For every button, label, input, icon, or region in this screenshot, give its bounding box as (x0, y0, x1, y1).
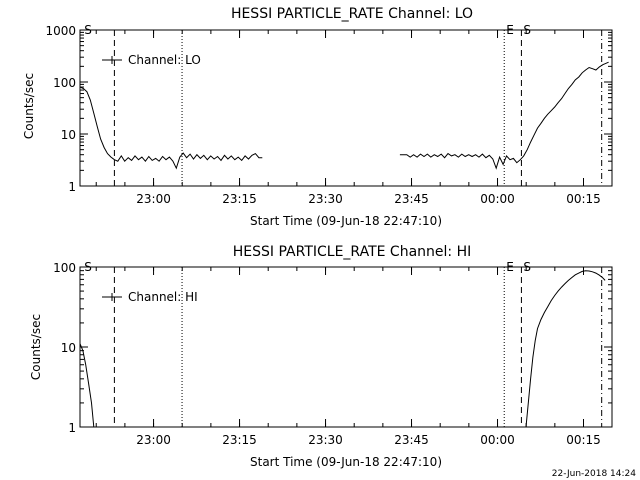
y-axis-label: Counts/sec (22, 73, 36, 139)
event-marker-label: S (523, 260, 531, 274)
legend-label: Channel: HI (128, 290, 198, 304)
x-tick-label: 23:00 (136, 433, 171, 447)
x-tick-label: 23:15 (222, 433, 257, 447)
x-tick-label: 23:15 (222, 192, 257, 206)
series-line (525, 270, 606, 428)
y-axis-label: Counts/sec (29, 314, 43, 380)
y-tick-label: 100 (53, 261, 76, 275)
event-marker-label: S (84, 260, 92, 274)
y-tick-label: 1 (68, 421, 76, 435)
x-tick-label: 23:30 (308, 192, 343, 206)
series-line (79, 86, 263, 170)
hi-channel-panel: HESSI PARTICLE_RATE Channel: HI Counts/s… (29, 244, 613, 469)
chart-title: HESSI PARTICLE_RATE Channel: HI (233, 244, 471, 260)
x-tick-label: 00:00 (480, 433, 515, 447)
y-tick-label: 10 (61, 128, 76, 142)
plot-frame (79, 29, 613, 187)
event-marker-label: S (84, 23, 92, 37)
x-tick-label: 23:45 (394, 433, 429, 447)
series-line (399, 61, 609, 170)
x-axis-label: Start Time (09-Jun-18 22:47:10) (250, 455, 442, 469)
lo-channel-panel: HESSI PARTICLE_RATE Channel: LO Counts/s… (22, 6, 613, 228)
y-tick-label: 1 (68, 180, 76, 194)
x-tick-label: 23:45 (394, 192, 429, 206)
x-tick-label: 23:00 (136, 192, 171, 206)
x-tick-label: 00:15 (566, 192, 601, 206)
footer-timestamp: 22-Jun-2018 14:24 (552, 469, 636, 479)
y-tick-label: 1000 (45, 24, 76, 38)
y-tick-label: 10 (61, 341, 76, 355)
chart-title: HESSI PARTICLE_RATE Channel: LO (231, 6, 473, 22)
x-tick-label: 23:30 (308, 433, 343, 447)
event-marker-label: S (523, 23, 531, 37)
x-tick-label: 00:00 (480, 192, 515, 206)
series-line (79, 343, 95, 428)
x-tick-label: 00:15 (566, 433, 601, 447)
event-marker-label: E (506, 23, 514, 37)
y-tick-label: 100 (53, 76, 76, 90)
event-marker-label: E (506, 260, 514, 274)
legend-label: Channel: LO (128, 53, 201, 67)
x-axis-label: Start Time (09-Jun-18 22:47:10) (250, 214, 442, 228)
